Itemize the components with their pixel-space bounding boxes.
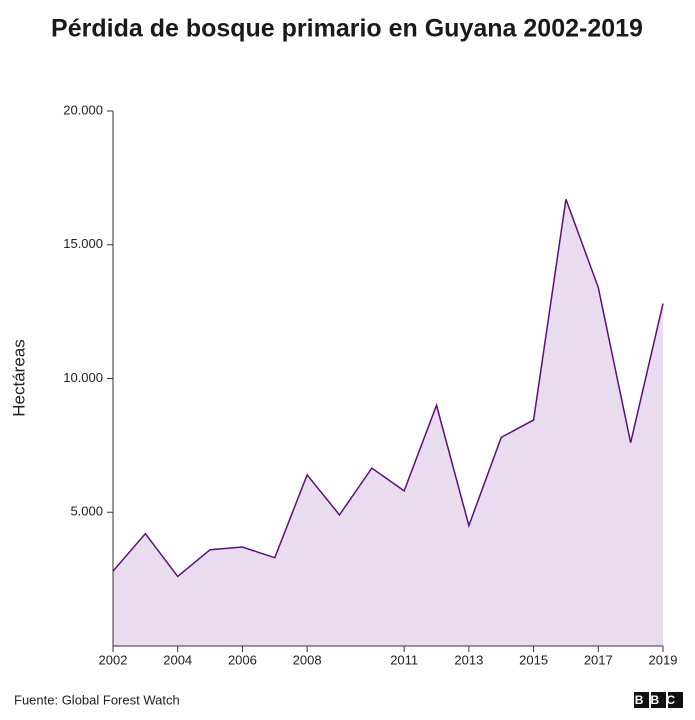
y-axis-label: Hectáreas [9, 339, 28, 416]
source: Fuente: Global Forest Watch [14, 692, 180, 707]
x-tick-label: 2004 [163, 652, 192, 667]
x-tick-label: 2013 [454, 652, 483, 667]
chart-title: Pérdida de bosque primario en Guyana 200… [51, 15, 643, 43]
y-tick-label: 5.000 [70, 504, 103, 519]
x-tick-label: 2002 [99, 652, 128, 667]
area [113, 199, 663, 646]
x-tick-label: 2019 [649, 652, 678, 667]
line [112, 199, 664, 578]
x-tick-label: 2008 [293, 652, 322, 667]
logo-box [651, 692, 666, 708]
logo-box [634, 692, 649, 708]
logo-text: BBC [635, 693, 683, 707]
x-tick-label: 2006 [228, 652, 257, 667]
y-tick-label: 15.000 [63, 236, 103, 251]
y-tick-label: 10.000 [63, 370, 103, 385]
x-tick-label: 2011 [390, 652, 418, 667]
y-tick-label: 20.000 [63, 102, 103, 117]
x-tick-label: 2017 [584, 652, 613, 667]
logo: BBC [634, 692, 683, 708]
x-tick-label: 2015 [519, 652, 548, 667]
logo-box [668, 692, 683, 708]
